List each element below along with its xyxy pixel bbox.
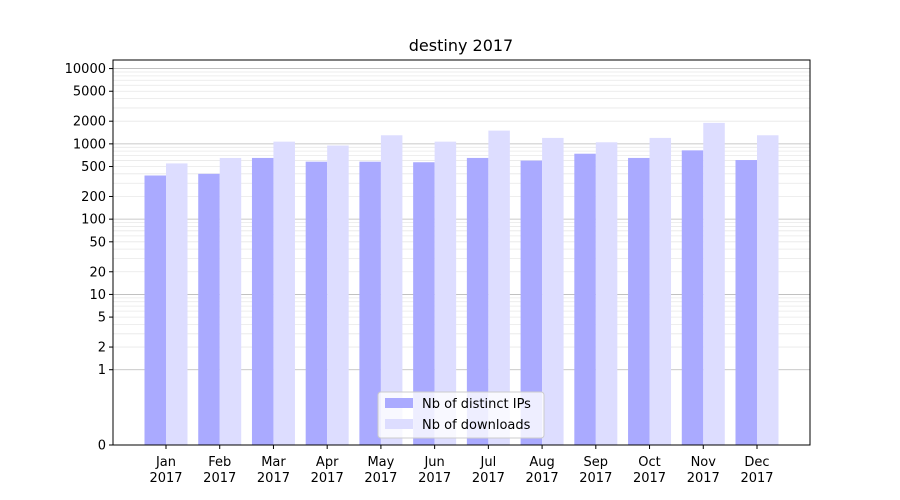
bar-downloads <box>757 135 779 445</box>
x-tick-label-year: 2017 <box>740 471 773 486</box>
x-tick-label-year: 2017 <box>257 471 290 486</box>
x-tick-label-month: Dec <box>744 455 769 470</box>
y-tick-label: 10 <box>89 288 106 303</box>
bar-distinct-ips <box>413 162 435 445</box>
legend-label: Nb of downloads <box>422 418 531 433</box>
bar-downloads <box>166 163 188 445</box>
x-tick-label-year: 2017 <box>418 471 451 486</box>
y-tick-label: 1000 <box>73 137 106 152</box>
x-tick-label-month: Mar <box>261 455 286 470</box>
bar-distinct-ips <box>466 157 489 446</box>
x-tick-label-month: Feb <box>208 455 231 470</box>
bar-distinct-ips <box>305 161 328 445</box>
chart-title: destiny 2017 <box>409 36 513 55</box>
bar-distinct-ips <box>144 175 166 446</box>
bar-downloads <box>273 141 295 445</box>
y-tick-label: 500 <box>81 160 106 175</box>
legend-box <box>377 391 545 439</box>
bar-downloads <box>327 145 349 445</box>
y-axis: 0 1 2 5 10 20 50 100 200 500 1000 2000 5000 10000 <box>65 62 113 454</box>
x-axis: Jan2017Feb2017Mar2017Apr2017May2017Jun20… <box>149 445 774 486</box>
x-tick-label-month: Oct <box>638 455 660 470</box>
bars-layer <box>144 122 779 446</box>
bar-downloads <box>380 135 403 445</box>
x-tick-label-month: Jun <box>423 455 444 470</box>
bar-downloads <box>488 130 510 446</box>
x-tick-label-year: 2017 <box>633 471 666 486</box>
bar-distinct-ips <box>574 153 596 445</box>
y-tick-label: 100 <box>81 213 106 228</box>
bar-downloads <box>434 141 457 445</box>
y-tick-label: 20 <box>89 265 106 280</box>
legend-label: Nb of distinct IPs <box>422 397 531 412</box>
plot-frame <box>112 59 811 446</box>
bar-distinct-ips <box>198 173 220 446</box>
y-tick-label: 2 <box>98 341 106 356</box>
legend-swatch <box>385 398 413 408</box>
y-tick-label: 50 <box>89 235 106 250</box>
x-tick-label-month: Aug <box>529 455 554 470</box>
bar-distinct-ips <box>681 150 704 445</box>
bar-downloads <box>703 122 725 445</box>
y-tick-label: 1 <box>98 363 106 378</box>
x-tick-label-year: 2017 <box>149 471 182 486</box>
x-tick-label-month: Jan <box>155 455 176 470</box>
y-tick-label: 5 <box>98 311 106 326</box>
bar-distinct-ips <box>628 157 650 446</box>
y-tick-label: 5000 <box>73 85 106 100</box>
x-tick-label-year: 2017 <box>579 471 612 486</box>
x-tick-label-month: May <box>367 455 394 470</box>
x-tick-label-year: 2017 <box>526 471 559 486</box>
x-tick-label-year: 2017 <box>203 471 236 486</box>
bar-distinct-ips <box>735 160 757 445</box>
y-tick-label: 0 <box>98 439 106 454</box>
x-tick-label-month: Apr <box>316 455 339 470</box>
bar-downloads <box>542 137 564 445</box>
x-tick-label-year: 2017 <box>311 471 344 486</box>
y-tick-label: 200 <box>81 190 106 205</box>
bar-distinct-ips <box>251 157 274 446</box>
x-tick-label-year: 2017 <box>472 471 505 486</box>
y-tick-label: 10000 <box>65 62 106 77</box>
legend-swatch <box>385 419 413 429</box>
legend: Nb of distinct IPs Nb of downloads <box>377 391 545 439</box>
bar-downloads <box>219 157 242 446</box>
x-tick-label-year: 2017 <box>364 471 397 486</box>
bar-distinct-ips <box>520 160 543 445</box>
bar-distinct-ips <box>359 161 381 445</box>
x-tick-label-year: 2017 <box>687 471 720 486</box>
x-tick-label-month: Nov <box>691 455 717 470</box>
y-tick-label: 2000 <box>73 115 106 130</box>
bar-downloads <box>595 142 618 445</box>
x-tick-label-month: Jul <box>480 455 497 470</box>
x-tick-label-month: Sep <box>584 455 609 470</box>
bar-downloads <box>649 137 672 445</box>
